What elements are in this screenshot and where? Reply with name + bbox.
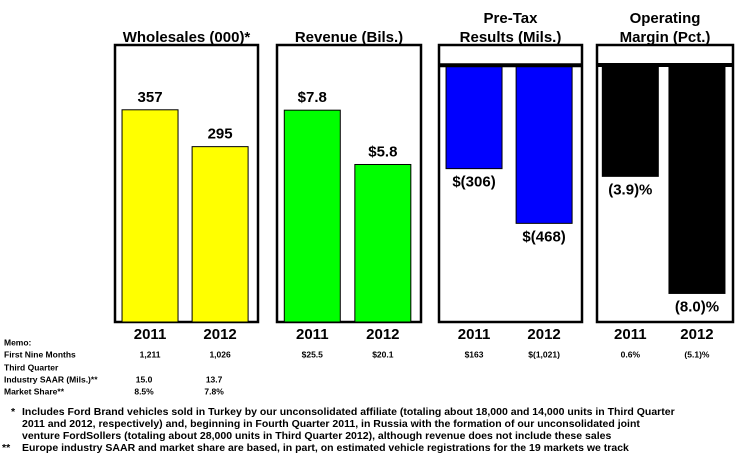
footnote-line: Europe industry SAAR and market share ar… [22, 442, 629, 454]
memo-value: (5.1)% [684, 349, 709, 359]
value-label: $(468) [522, 228, 565, 245]
value-label: (8.0)% [675, 298, 719, 315]
panel-title: Revenue (Bils.) [295, 29, 403, 46]
memo-value: 15.0 [136, 374, 153, 384]
footnote-mark: * [11, 406, 16, 418]
bar [668, 64, 726, 294]
value-label: $(306) [452, 174, 495, 191]
memo-value: $(1,021) [528, 349, 560, 359]
bar [121, 109, 179, 323]
memo-value: 0.6% [621, 349, 641, 359]
bar [515, 64, 573, 224]
memo-title: Memo: [4, 337, 32, 347]
value-label: (3.9)% [608, 181, 652, 198]
memo-value: 1,211 [140, 349, 161, 359]
footnote-line: 2011 and 2012, respectively) and, beginn… [22, 418, 640, 430]
memo-label: Industry SAAR (Mils.)** [4, 374, 98, 384]
memo-value: $20.1 [372, 349, 394, 359]
memo-label: Market Share** [4, 386, 65, 396]
x-tick-label: 2011 [458, 326, 491, 343]
memo-value: 7.8% [204, 386, 224, 396]
x-tick-label: 2012 [680, 326, 713, 343]
x-tick-label: 2011 [296, 326, 329, 343]
memo-label: Third Quarter [4, 362, 59, 372]
value-label: 357 [138, 89, 163, 106]
panel-title: Pre-Tax [484, 10, 539, 27]
memo-value: $25.5 [302, 349, 324, 359]
panel-title: Margin (Pct.) [620, 29, 711, 46]
x-tick-label: 2011 [614, 326, 647, 343]
bar [283, 109, 341, 323]
memo-value: 13.7 [206, 374, 223, 384]
footnote-mark: ** [2, 442, 11, 454]
panel-title: Wholesales (000)* [123, 29, 251, 46]
value-label: 295 [208, 126, 233, 143]
bar [445, 64, 503, 170]
memo-value: 8.5% [134, 386, 154, 396]
value-label: $7.8 [298, 89, 327, 106]
value-label: $5.8 [368, 143, 397, 160]
x-tick-label: 2011 [134, 326, 167, 343]
bar [354, 163, 412, 323]
x-tick-label: 2012 [366, 326, 399, 343]
x-tick-label: 2012 [527, 326, 560, 343]
x-tick-label: 2012 [203, 326, 236, 343]
memo-value: 1,026 [209, 349, 231, 359]
footnote-line: venture FordSollers (totaling about 28,0… [22, 430, 611, 442]
panel-title: Operating [630, 10, 701, 27]
memo-label: First Nine Months [4, 349, 76, 359]
memo-value: $163 [465, 349, 484, 359]
bar [601, 64, 659, 177]
panel-title: Results (Mils.) [460, 29, 562, 46]
bar [191, 146, 249, 323]
footnote-line: Includes Ford Brand vehicles sold in Tur… [22, 406, 675, 418]
